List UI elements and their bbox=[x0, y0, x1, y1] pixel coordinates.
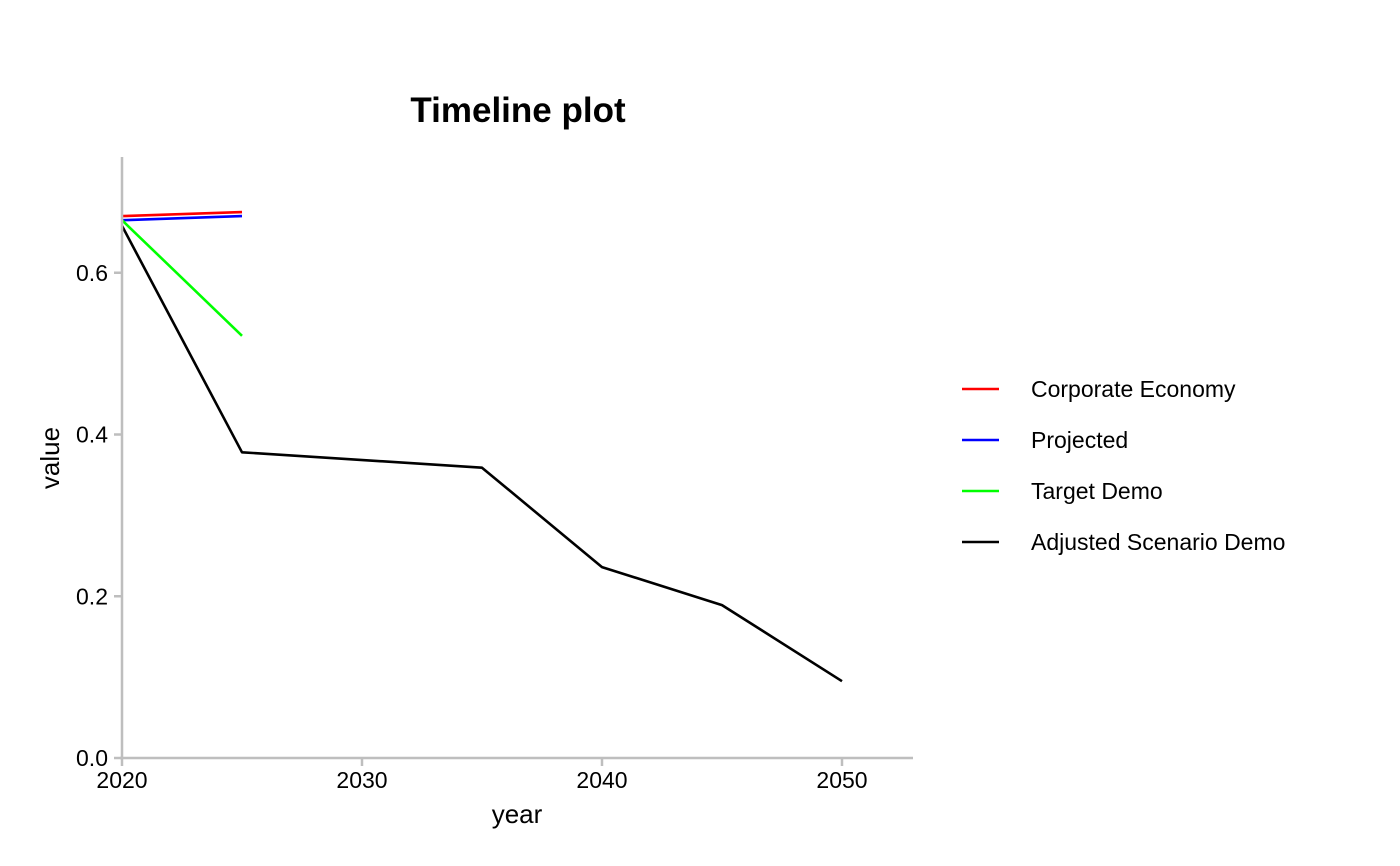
x-tick-label: 2040 bbox=[576, 767, 627, 793]
y-tick-label: 0.6 bbox=[76, 260, 108, 286]
y-axis-ticks: 0.0 0.2 0.4 0.6 bbox=[76, 260, 122, 771]
legend-label-0: Corporate Economy bbox=[1031, 376, 1236, 402]
series-line-2 bbox=[121, 219, 243, 337]
x-axis-ticks: 2020 2030 2040 2050 bbox=[96, 758, 868, 793]
series-line-1 bbox=[121, 214, 243, 222]
x-axis-label: year bbox=[492, 799, 543, 829]
legend-label-1: Projected bbox=[1031, 427, 1128, 453]
x-tick-label: 2030 bbox=[336, 767, 387, 793]
x-tick-label: 2020 bbox=[96, 767, 147, 793]
legend-label-2: Target Demo bbox=[1031, 478, 1163, 504]
legend: Corporate Economy Projected Target Demo Adj… bbox=[962, 376, 1285, 555]
series-line-3 bbox=[120, 225, 843, 683]
y-axis-label: value bbox=[35, 427, 65, 489]
y-tick-label: 0.2 bbox=[76, 583, 108, 609]
chart-title: Timeline plot bbox=[410, 91, 626, 130]
series-group bbox=[120, 210, 843, 683]
legend-label-3: Adjusted Scenario Demo bbox=[1031, 529, 1285, 555]
x-tick-label: 2050 bbox=[816, 767, 867, 793]
plot-area: 2020 2030 2040 2050 0.0 0.2 0.4 0.6 bbox=[76, 157, 913, 793]
y-tick-label: 0.4 bbox=[76, 422, 108, 448]
series-line-0 bbox=[121, 210, 243, 218]
y-tick-label: 0.0 bbox=[76, 745, 108, 771]
